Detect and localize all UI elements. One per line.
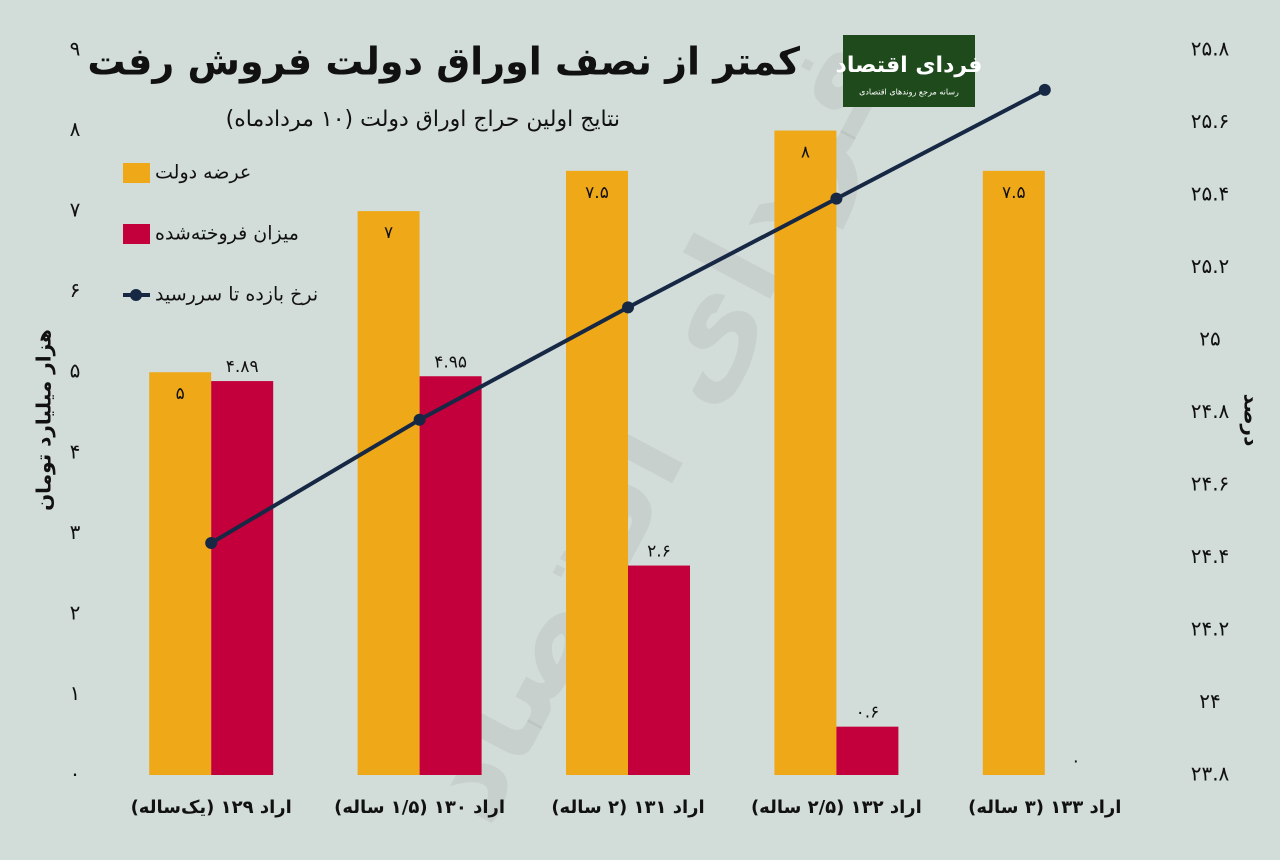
- y2-tick-label: ۲۴: [1199, 689, 1220, 713]
- legend-swatch: [123, 224, 150, 244]
- line-point: [205, 537, 218, 549]
- y2-tick-label: ۲۴.۸: [1191, 399, 1230, 423]
- legend-swatch: [130, 289, 142, 301]
- y-tick-label: ۵: [70, 359, 81, 383]
- legend-label: نرخ بازده تا سررسید: [155, 284, 318, 306]
- bar: [982, 170, 1045, 776]
- y2-tick-label: ۲۵.۶: [1191, 109, 1230, 133]
- y-tick-label: ۳: [70, 520, 81, 544]
- y2-tick-label: ۲۵: [1199, 327, 1220, 351]
- legend-label: عرضه دولت: [155, 162, 251, 184]
- bar-value-label: ۰.۶: [856, 703, 880, 723]
- legend-swatch: [123, 163, 150, 183]
- logo-box: [843, 35, 975, 107]
- bar-value-label: ۴.۸۹: [226, 357, 259, 377]
- logo-tagline: رسانه مرجع روندهای اقتصادی: [859, 88, 959, 97]
- logo-name: فردای اقتصاد: [836, 53, 983, 78]
- x-tick-label: اراد ۱۲۹ (یک‌ساله): [131, 797, 292, 818]
- bar-value-label: ۲.۶: [647, 542, 671, 562]
- y2-tick-label: ۲۴.۲: [1191, 617, 1230, 641]
- bar: [836, 726, 899, 775]
- y-tick-label: ۶: [70, 278, 81, 302]
- x-tick-label: اراد ۱۳۰ (۱/۵ ساله): [334, 797, 505, 818]
- y2-axis-title: درصد: [1240, 394, 1264, 447]
- line-point: [622, 301, 634, 314]
- bar: [357, 211, 420, 776]
- bar: [566, 170, 628, 776]
- y2-tick-label: ۲۵.۸: [1191, 37, 1230, 61]
- x-tick-label: اراد ۱۳۲ (۲/۵ ساله): [751, 797, 922, 818]
- bar-value-label: ۷.۵: [585, 183, 609, 203]
- line-point: [830, 192, 843, 205]
- chart-subtitle: نتایج اولین حراج اوراق دولت (۱۰ مردادماه…: [226, 107, 620, 132]
- y-axis-title: هزار میلیارد تومان: [32, 329, 56, 511]
- y2-tick-label: ۲۵.۲: [1191, 254, 1230, 278]
- x-tick-label: اراد ۱۳۱ (۲ ساله): [551, 797, 704, 818]
- y-tick-label: ۸: [70, 117, 81, 141]
- y2-tick-label: ۲۴.۶: [1191, 472, 1230, 496]
- bar: [628, 565, 690, 775]
- y2-tick-label: ۲۳.۸: [1191, 762, 1230, 786]
- y-tick-label: ۲: [70, 600, 81, 624]
- logo: فردای اقتصاد رسانه مرجع روندهای اقتصادی: [836, 35, 983, 107]
- y-tick-label: ۰: [70, 762, 81, 786]
- line-point: [413, 413, 426, 426]
- x-tick-label: اراد ۱۳۳ (۳ ساله): [968, 797, 1121, 818]
- bar-value-label: ۴.۹۵: [434, 352, 467, 372]
- y-tick-label: ۹: [70, 37, 81, 61]
- bar: [149, 372, 212, 775]
- legend-label: میزان فروخته‌شده: [155, 223, 299, 245]
- chart-title: کمتر از نصف اوراق دولت فروش رفت: [87, 40, 801, 85]
- bar-value-label: ۸: [801, 143, 810, 163]
- y-tick-label: ۱: [70, 681, 81, 705]
- y-tick-label: ۷: [70, 198, 81, 222]
- bar-value-label: ۵: [176, 384, 185, 404]
- y-tick-label: ۴: [70, 439, 81, 463]
- bar-value-label: ۷: [384, 223, 393, 243]
- bar-value-label: ۰: [1071, 751, 1080, 771]
- bar: [774, 130, 837, 776]
- bar: [211, 381, 274, 775]
- line-point: [1038, 83, 1051, 96]
- bar-value-label: ۷.۵: [1002, 183, 1026, 203]
- bar: [419, 376, 482, 775]
- y2-tick-label: ۲۴.۴: [1191, 544, 1230, 568]
- y2-tick-label: ۲۵.۴: [1191, 182, 1230, 206]
